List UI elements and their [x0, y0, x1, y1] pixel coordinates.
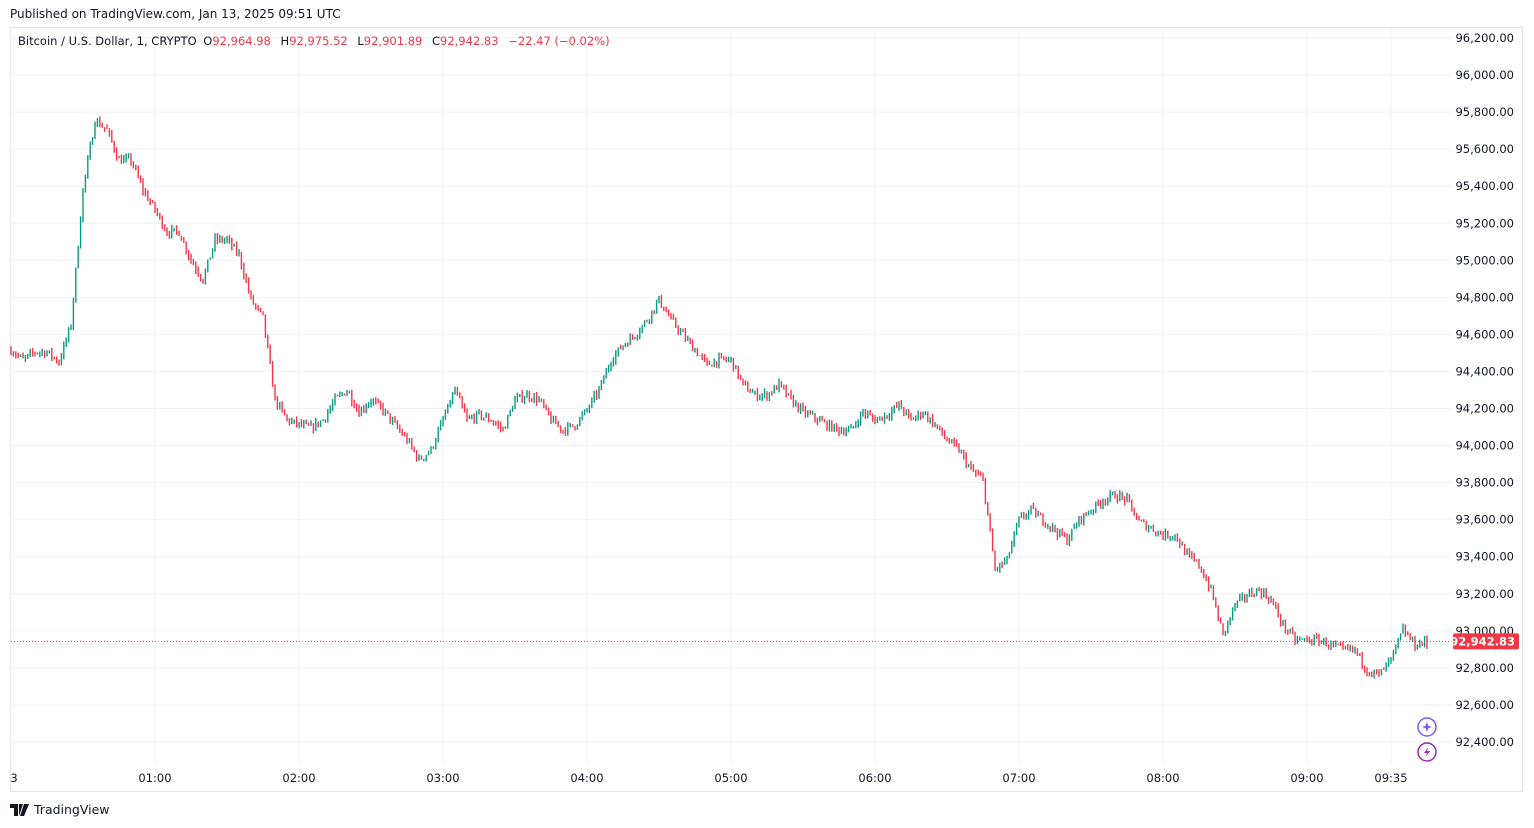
- price-tick: 93,800.00: [1455, 476, 1514, 490]
- price-tick: 96,200.00: [1455, 31, 1514, 45]
- price-tick: 95,400.00: [1455, 179, 1514, 193]
- price-tick: 95,600.00: [1455, 142, 1514, 156]
- open-value: 92,964.98: [212, 34, 271, 48]
- tradingview-brand: TradingView: [34, 802, 110, 817]
- time-tick: 08:00: [1146, 771, 1179, 785]
- time-tick: 01:00: [138, 771, 171, 785]
- time-tick: 02:00: [282, 771, 315, 785]
- time-tick: 09:00: [1290, 771, 1323, 785]
- price-axis: 96,200.00 96,000.00 95,800.00 95,600.00 95,4…: [1455, 31, 1514, 749]
- current-price-badge: [1453, 633, 1519, 650]
- high-value: 92,975.52: [289, 34, 348, 48]
- price-tick: 92,400.00: [1455, 735, 1514, 749]
- change-value: −22.47 (−0.02%): [508, 34, 610, 48]
- grid: [10, 28, 1452, 766]
- price-tick: 92,600.00: [1455, 698, 1514, 712]
- time-tick: 3: [10, 771, 17, 785]
- time-tick: 04:00: [570, 771, 603, 785]
- price-tick: 94,200.00: [1455, 402, 1514, 416]
- time-axis: 3 01:00 02:00 03:00 04:00 05:00 06:00 07:00 08:0…: [10, 771, 1407, 785]
- price-tick: 93,400.00: [1455, 550, 1514, 564]
- time-tick: 05:00: [714, 771, 747, 785]
- time-tick: 06:00: [858, 771, 891, 785]
- price-tick: 95,000.00: [1455, 253, 1514, 267]
- close-value: 92,942.83: [440, 34, 499, 48]
- low-label: L: [357, 34, 364, 48]
- open-label: O: [203, 34, 213, 48]
- price-tick: 93,200.00: [1455, 587, 1514, 601]
- published-caption: Published on TradingView.com, Jan 13, 20…: [10, 7, 341, 21]
- price-tick: 94,400.00: [1455, 364, 1514, 378]
- time-tick: 03:00: [426, 771, 459, 785]
- price-tick: 94,600.00: [1455, 327, 1514, 341]
- time-tick: 09:35: [1374, 771, 1407, 785]
- price-tick: 93,600.00: [1455, 513, 1514, 527]
- price-tick: 94,800.00: [1455, 290, 1514, 304]
- price-tick: 95,200.00: [1455, 216, 1514, 230]
- tradingview-logo-icon: [10, 803, 29, 816]
- price-tick: 96,000.00: [1455, 68, 1514, 82]
- time-tick: 07:00: [1002, 771, 1035, 785]
- price-tick: 95,800.00: [1455, 105, 1514, 119]
- close-label: C: [431, 34, 441, 48]
- price-tick: 94,000.00: [1455, 439, 1514, 453]
- low-value: 92,901.89: [363, 34, 423, 48]
- tradingview-logo[interactable]: TradingView: [10, 802, 110, 817]
- chart-legend: Bitcoin / U.S. Dollar, 1, CRYPTO O92,964…: [18, 34, 613, 48]
- lightning-icon[interactable]: [1417, 742, 1437, 762]
- symbol-title[interactable]: Bitcoin / U.S. Dollar, 1, CRYPTO: [18, 34, 197, 48]
- high-label: H: [280, 34, 290, 48]
- current-price-label: 92,942.83: [1450, 634, 1515, 648]
- price-tick: 92,800.00: [1455, 661, 1514, 675]
- candles: [10, 116, 1428, 679]
- sparkle-icon[interactable]: [1417, 717, 1437, 737]
